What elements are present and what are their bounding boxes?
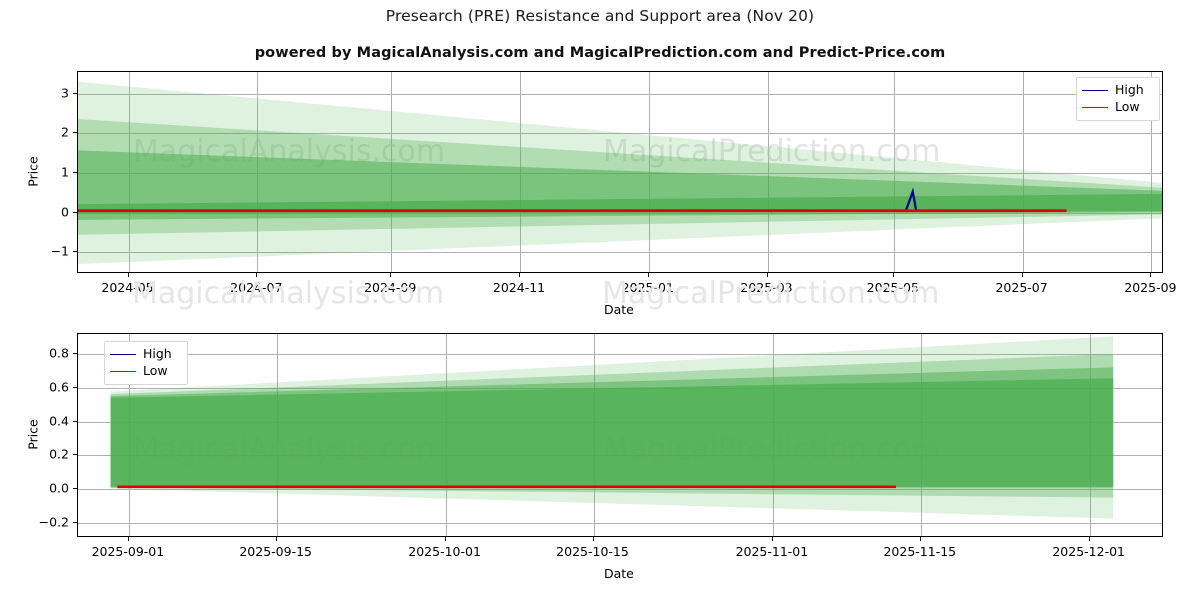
x-tickmark bbox=[519, 273, 520, 277]
x-axis-tick-label: 2024-07 bbox=[230, 280, 283, 295]
x-axis-tick-label: 2024-09 bbox=[364, 280, 417, 295]
x-axis-tick-label: 2025-10-01 bbox=[408, 544, 481, 559]
x-tickmark bbox=[647, 273, 649, 277]
gridline-vertical bbox=[1022, 72, 1024, 272]
y-tickmark bbox=[73, 251, 77, 253]
y-axis-label: Price bbox=[25, 156, 41, 187]
x-tickmark bbox=[766, 273, 768, 277]
gridline-vertical bbox=[893, 72, 895, 272]
gridline-horizontal bbox=[78, 133, 1162, 135]
y-axis-tick-label: 1 bbox=[61, 164, 69, 180]
legend-swatch-high-icon bbox=[110, 354, 136, 355]
x-tickmark bbox=[444, 537, 446, 541]
page-title: Presearch (PRE) Resistance and Support a… bbox=[385, 7, 815, 25]
top-chart-axes: MagicalAnalysis.com MagicalPrediction.com bbox=[77, 71, 1163, 273]
legend-label-low: Low bbox=[1115, 99, 1140, 115]
gridline-horizontal bbox=[78, 489, 1162, 491]
x-tickmark bbox=[127, 273, 129, 277]
y-tickmark bbox=[73, 132, 77, 134]
x-axis-tick-label: 2025-12-01 bbox=[1052, 544, 1126, 559]
y-axis-tick-label: 0.8 bbox=[49, 345, 69, 361]
bottom-chart-legend: High Low bbox=[104, 341, 188, 385]
x-axis-tick-label: 2025-03 bbox=[740, 280, 793, 295]
x-axis-tick-label: 2024-11 bbox=[492, 280, 546, 295]
x-axis-tick-label: 2025-09-01 bbox=[91, 544, 165, 559]
x-tickmark bbox=[1021, 273, 1023, 277]
y-tickmark bbox=[73, 488, 77, 490]
x-tickmark bbox=[275, 537, 277, 541]
y-axis-tick-label: 3 bbox=[61, 85, 69, 101]
confidence-band-core bbox=[110, 378, 1114, 487]
x-axis-tick-label: 2025-01 bbox=[621, 280, 674, 295]
legend-swatch-high-icon bbox=[1082, 90, 1108, 91]
x-tickmark bbox=[390, 273, 392, 277]
legend-label-low: Low bbox=[143, 363, 168, 379]
x-tickmark bbox=[592, 537, 594, 541]
y-tickmark bbox=[73, 353, 77, 355]
gridline-horizontal bbox=[78, 354, 1162, 356]
x-axis-tick-label: 2025-07 bbox=[995, 280, 1048, 295]
x-axis-tick-label: 2025-11-15 bbox=[883, 544, 957, 559]
y-tickmark bbox=[73, 521, 77, 523]
legend-label-high: High bbox=[143, 346, 172, 362]
chart-subtitle: powered by MagicalAnalysis.com and Magic… bbox=[254, 45, 946, 61]
y-axis-label: Price bbox=[25, 419, 41, 450]
legend-item-high: High bbox=[1082, 82, 1152, 99]
legend-item-high: High bbox=[110, 346, 180, 363]
gridline-horizontal bbox=[78, 522, 1162, 524]
gridline-horizontal bbox=[78, 252, 1162, 254]
x-axis-tick-label: 2025-10-15 bbox=[556, 544, 629, 559]
y-axis-tick-label: 2 bbox=[61, 124, 69, 140]
x-tickmark bbox=[771, 537, 773, 541]
legend-swatch-low-icon bbox=[110, 371, 136, 372]
x-axis-label: Date bbox=[604, 302, 634, 317]
x-axis-label: Date bbox=[604, 566, 634, 581]
x-tickmark bbox=[1150, 273, 1152, 277]
y-tickmark bbox=[73, 172, 77, 173]
x-axis-tick-label: 2025-05 bbox=[866, 280, 919, 295]
legend-label-high: High bbox=[1115, 82, 1144, 98]
y-axis-tick-label: 0.4 bbox=[49, 413, 69, 429]
gridline-horizontal bbox=[78, 93, 1162, 95]
legend-item-low: Low bbox=[110, 363, 180, 380]
y-tickmark bbox=[73, 92, 77, 94]
x-tickmark bbox=[892, 273, 894, 277]
y-tickmark bbox=[73, 387, 77, 388]
y-axis-tick-label: 0.6 bbox=[49, 379, 69, 395]
x-tickmark bbox=[919, 537, 921, 541]
gridline-vertical bbox=[1151, 72, 1153, 272]
x-tickmark bbox=[1088, 537, 1090, 541]
gridline-vertical bbox=[767, 72, 769, 272]
y-axis-tick-label: −1 bbox=[50, 243, 69, 259]
y-tickmark bbox=[73, 420, 77, 422]
x-tickmark bbox=[127, 537, 129, 541]
legend-item-low: Low bbox=[1082, 99, 1152, 116]
band-layer bbox=[78, 72, 1162, 272]
x-axis-tick-label: 2025-09-15 bbox=[239, 544, 313, 559]
confidence-band-core bbox=[78, 193, 1162, 214]
y-axis-tick-label: 0.0 bbox=[49, 480, 69, 496]
legend-swatch-low-icon bbox=[1082, 107, 1108, 108]
y-tickmark bbox=[73, 454, 77, 456]
top-chart-legend: High Low bbox=[1076, 77, 1160, 121]
x-tickmark bbox=[256, 273, 258, 277]
y-axis-tick-label: 0 bbox=[61, 204, 69, 220]
y-axis-tick-label: −0.2 bbox=[38, 514, 69, 530]
x-axis-tick-label: 2024-05 bbox=[101, 280, 154, 295]
x-axis-tick-label: 2025-11-01 bbox=[735, 544, 809, 559]
x-axis-tick-label: 2025-09 bbox=[1124, 280, 1177, 295]
y-axis-tick-label: 0.2 bbox=[49, 446, 69, 462]
band-layer bbox=[78, 334, 1162, 536]
y-tickmark bbox=[73, 211, 77, 213]
